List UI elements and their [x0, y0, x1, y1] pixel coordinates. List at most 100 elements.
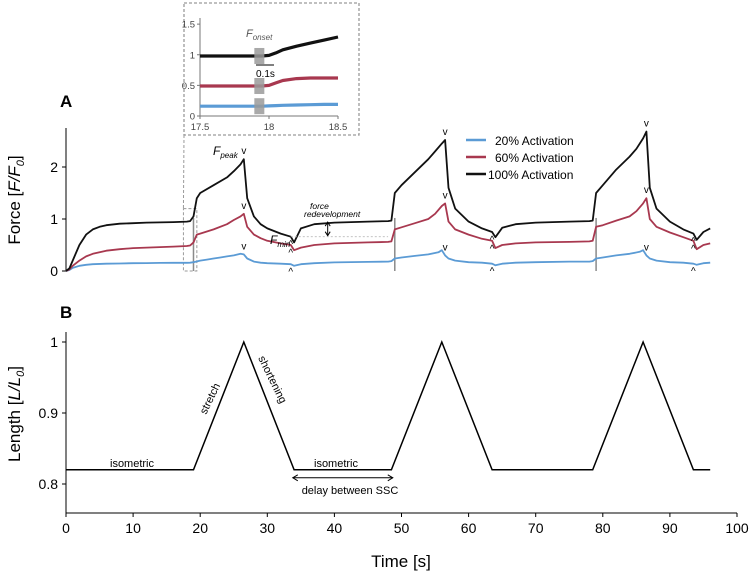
onset-marker: [254, 77, 265, 94]
panel-a-ytick-label: 2: [50, 159, 58, 175]
inset-series: [200, 35, 339, 115]
panel-b-ylabel-l: L: [5, 391, 24, 400]
inset-series-100-activation: [200, 35, 339, 58]
panel-b-xtick-label: 40: [327, 520, 343, 536]
panel-a-axes: 0 1 2: [50, 128, 67, 279]
scale-bar-label: 0.1s: [256, 69, 275, 80]
redev-arrow-head-down: [324, 231, 331, 237]
panel-b-length-chart: 0.80.910 10 20 30 40 50 60 70 80 90 100 Length [L/…: [5, 332, 749, 571]
inset-xtick-label: 17.5: [191, 122, 210, 133]
force-redevelopment-arrow: [290, 221, 389, 238]
f-peak-label: Fpeak: [213, 144, 239, 160]
panel-b-ytick-label: 1: [50, 334, 58, 350]
panel-b-ylabel-l0-sub: 0: [15, 370, 27, 377]
inset-connector: [182, 134, 185, 209]
onset-marker: [254, 47, 265, 64]
peak-marker: v: [443, 190, 448, 201]
isometric-label-2: isometric: [314, 458, 359, 470]
inset-frame: [183, 2, 360, 136]
min-marker: ^: [288, 267, 293, 278]
legend: 20% Activation 60% Activation 100% Activ…: [466, 134, 574, 182]
peak-marker: v: [644, 242, 649, 253]
inset-axes: 0 0.5 1 1.5 17.5 18 18.5: [182, 18, 347, 133]
peak-marker: v: [443, 242, 448, 253]
panel-b-xtick-label: 0: [62, 520, 70, 536]
peak-marker: v: [644, 185, 649, 196]
inset-xtick-label: 18: [264, 122, 275, 133]
inset-series-60-activation: [200, 76, 338, 88]
panel-letter-b: B: [60, 303, 72, 322]
panel-b-ylabel: Length [L/L0]: [5, 366, 27, 462]
panel-a-ylabel-slash: /: [5, 174, 24, 182]
f-min-base: F: [270, 233, 278, 247]
peak-marker: v: [241, 146, 246, 157]
panel-b-ylabel-close: ]: [5, 366, 24, 371]
panel-b-xtick-label: 20: [192, 520, 208, 536]
redev-arrow-head-up: [324, 221, 331, 227]
delay-arrow-head-right: [387, 474, 394, 482]
inset-series-20-activation: [200, 102, 338, 108]
delay-arrow: [291, 474, 394, 482]
panel-b-ytick-label: 0.9: [39, 405, 59, 421]
panel-a-ylabel-f: F: [5, 180, 24, 192]
panel-a-ylabel-prefix: Force [: [5, 191, 24, 244]
inset-ytick-label: 1: [190, 50, 195, 61]
inset-xtick-label: 18.5: [329, 122, 348, 133]
f-onset-label: Fonset: [246, 28, 273, 42]
force-redevelopment-line1: force: [310, 201, 329, 211]
delay-arrow-head-left: [291, 474, 299, 482]
force-redevelopment-line2: redevelopment: [304, 209, 361, 219]
min-marker: ^: [490, 235, 495, 246]
inset-ytick-label: 0.5: [182, 81, 195, 92]
panel-b-axes: 0.80.910 10 20 30 40 50 60 70 80 90 100: [39, 332, 749, 536]
shortening-label: shortening: [255, 354, 288, 405]
f-peak-base: F: [213, 144, 221, 158]
min-marker: ^: [288, 248, 293, 259]
legend-label-100: 100% Activation: [488, 168, 573, 182]
min-marker: ^: [288, 240, 293, 251]
panel-b-ylabel-slash: /: [5, 384, 24, 392]
panel-a-ylabel-close: ]: [5, 155, 24, 160]
panel-a-ytick-label: 0: [50, 263, 58, 279]
panel-b-xtick-label: 50: [394, 520, 410, 536]
length-trace: [66, 339, 711, 471]
min-marker: ^: [490, 244, 495, 255]
delay-label: delay between SSC: [302, 485, 399, 497]
panel-b-xtick-label: 30: [260, 520, 276, 536]
panel-b-xtick-label: 80: [595, 520, 611, 536]
panel-a-ylabel: Force [F/F0]: [5, 155, 27, 244]
inset-window: [182, 208, 198, 272]
panel-letter-a: A: [60, 92, 72, 111]
min-marker: ^: [490, 267, 495, 278]
f-peak-sub: peak: [219, 151, 238, 160]
min-marker: ^: [691, 244, 696, 255]
panel-b-xtick-label: 60: [461, 520, 477, 536]
series-line-20-activation: [65, 249, 711, 272]
series-line-100-activation: [65, 130, 711, 272]
onset-marker: [254, 98, 265, 115]
panel-a-ylabel-f0-sub: 0: [15, 159, 27, 166]
peak-marker: v: [241, 201, 246, 212]
legend-label-60: 60% Activation: [495, 151, 574, 165]
panel-b-xtick-label: 70: [528, 520, 544, 536]
panel-b-xtick-label: 100: [725, 520, 749, 536]
series-line-60-activation: [65, 197, 711, 272]
f-onset-base: F: [246, 28, 254, 40]
panel-b-ylabel-prefix: Length [: [5, 400, 24, 462]
f-onset-sub: onset: [253, 33, 273, 42]
legend-label-20: 20% Activation: [495, 134, 574, 148]
f-min-label: Fmin: [270, 233, 291, 249]
stretch-label: stretch: [198, 381, 223, 416]
isometric-label-1: isometric: [110, 458, 155, 470]
peak-marker: v: [443, 127, 448, 138]
inset-ytick-label: 1.5: [182, 20, 195, 31]
inset-ytick-label: 0: [190, 112, 195, 123]
panel-a-ytick-label: 1: [50, 211, 58, 227]
min-marker: ^: [691, 267, 696, 278]
panel-b-xtick-label: 90: [662, 520, 678, 536]
inset-panel: 0 0.5 1 1.5 17.5 18 18.5 Fonset 0.1s: [182, 2, 360, 136]
panel-b-ytick-label: 0.8: [39, 476, 59, 492]
panel-a-ylabel-f0: F: [5, 165, 24, 177]
